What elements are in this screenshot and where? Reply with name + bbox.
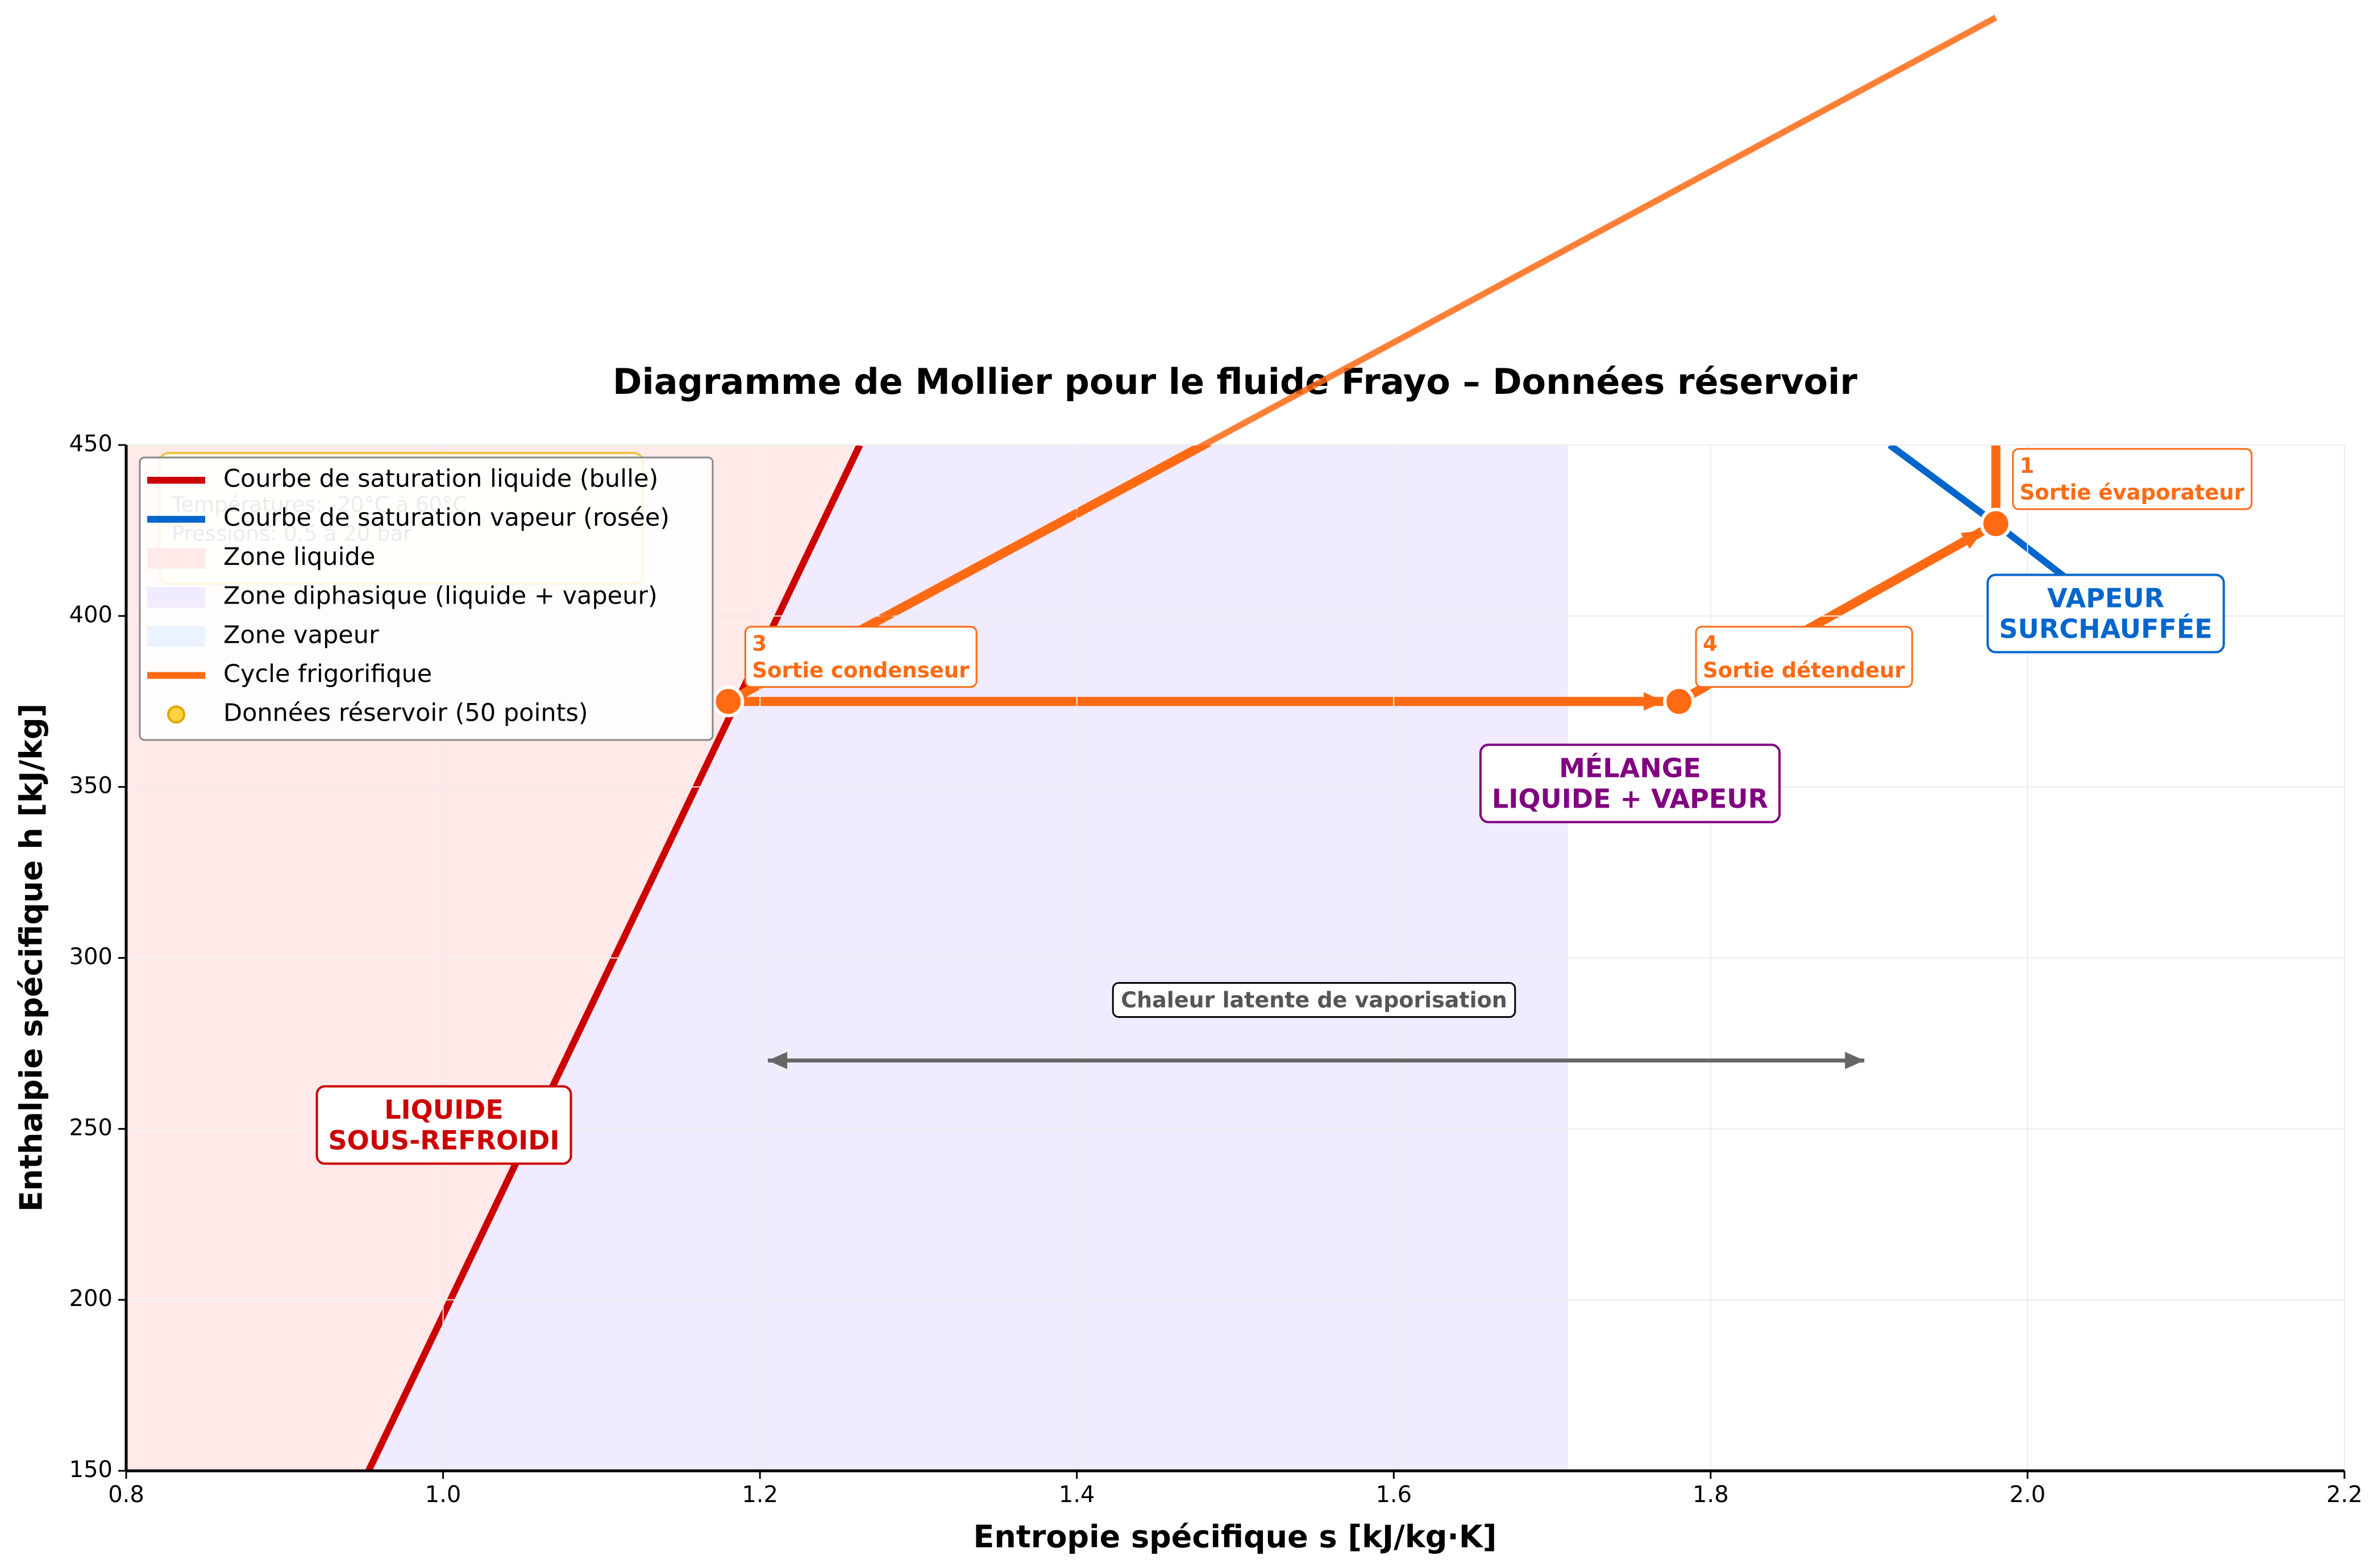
x-tick-label: 1.0 (425, 1482, 461, 1508)
chart-title: Diagramme de Mollier pour le fluide Fray… (613, 361, 1857, 402)
x-tick-label: 1.2 (742, 1482, 778, 1508)
zone-label: LIQUIDE + VAPEUR (1492, 784, 1768, 814)
arrow-head (768, 1051, 788, 1070)
x-tick-label: 2.0 (2010, 1482, 2046, 1508)
legend-label: Zone liquide (223, 543, 375, 571)
annotation-box (1112, 982, 1516, 1018)
legend-label: Courbe de saturation vapeur (rosée) (223, 504, 670, 532)
x-tick-label: 1.4 (1059, 1482, 1095, 1508)
x-axis-label: Entropie spécifique s [kJ/kg·K] (974, 1519, 1497, 1555)
cycle-arrow-head (1644, 692, 1665, 711)
state-point (1980, 508, 2012, 540)
legend-label: Courbe de saturation liquide (bulle) (223, 465, 658, 493)
legend-label: Cycle frigorifique (223, 660, 432, 688)
point-number: 4 (1703, 631, 1718, 656)
zone-label-box (1986, 573, 2225, 654)
point-number: 3 (752, 631, 767, 656)
y-tick-label: 150 (69, 1457, 113, 1483)
zone-label: SURCHAUFFÉE (1999, 614, 2212, 644)
point-number: 1 (2020, 454, 2035, 478)
point-note: Sortie condenseur (752, 658, 970, 683)
annotation-box (1695, 626, 1913, 688)
legend-label: Données réservoir (50 points) (223, 699, 588, 727)
cycle-arrow-head (1960, 531, 1983, 549)
arrow-head (1845, 1051, 1865, 1070)
legend-handle (147, 587, 205, 608)
annotation-box (744, 626, 978, 688)
x-tick-label: 1.8 (1693, 1482, 1729, 1508)
y-tick-label: 250 (69, 1114, 113, 1141)
zone-label: LIQUIDE (384, 1095, 504, 1125)
legend-handle (147, 548, 205, 569)
y-tick-label: 300 (69, 944, 113, 970)
legend-handle (147, 626, 205, 647)
annotation-box (2012, 448, 2253, 510)
x-tick-label: 1.6 (1375, 1482, 1412, 1508)
legend-label: Zone diphasique (liquide + vapeur) (223, 582, 658, 610)
y-tick-label: 200 (69, 1286, 113, 1312)
cycle-extension (726, 15, 1998, 705)
zone-label: VAPEUR (2047, 583, 2164, 614)
state-point (712, 685, 745, 718)
zone-label-box (1479, 743, 1781, 823)
x-tick-label: 0.8 (108, 1482, 144, 1508)
legend-box (139, 456, 714, 741)
plot-area (126, 445, 2099, 1471)
annotation-text: Chaleur latente de vaporisation (1121, 988, 1507, 1013)
legend-handle (167, 705, 185, 724)
legend-label: Zone vapeur (223, 621, 379, 649)
y-tick-label: 450 (69, 431, 113, 457)
point-note: Sortie évaporateur (2020, 480, 2245, 505)
y-tick-label: 400 (69, 602, 113, 628)
point-note: Sortie détendeur (1703, 658, 1905, 683)
zone-label: MÉLANGE (1559, 753, 1701, 784)
y-tick-label: 350 (69, 773, 113, 799)
state-point (1663, 685, 1695, 718)
x-tick-label: 2.2 (2326, 1482, 2363, 1508)
zone-label-box (315, 1085, 572, 1165)
y-axis-label: Enthalpie spécifique h [kJ/kg] (14, 704, 49, 1212)
zone-label: SOUS-REFROIDI (328, 1125, 559, 1156)
